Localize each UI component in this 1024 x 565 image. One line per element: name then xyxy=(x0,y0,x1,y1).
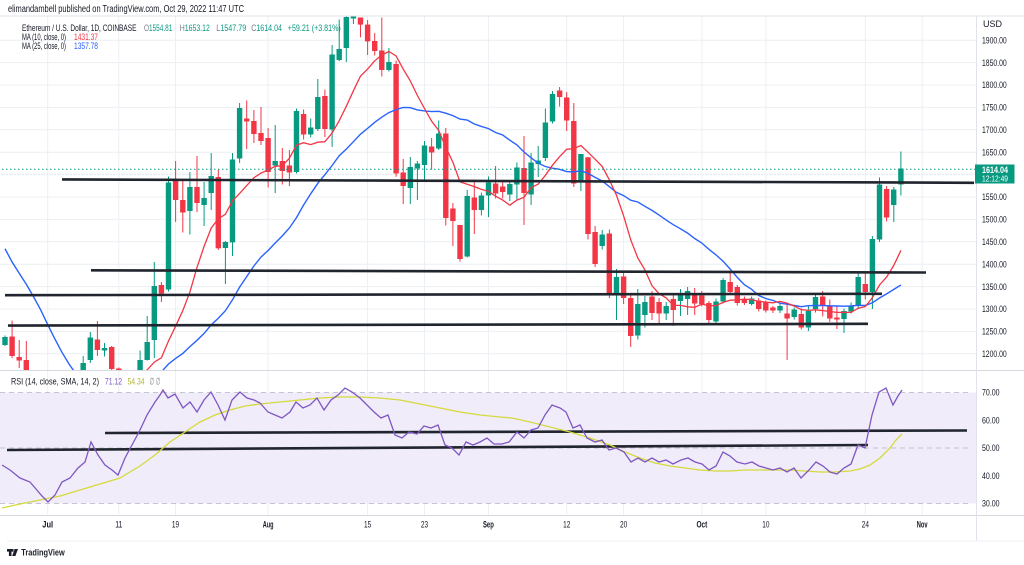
svg-text:Oct: Oct xyxy=(697,520,708,531)
svg-text:USD: USD xyxy=(983,19,1002,30)
svg-text:10: 10 xyxy=(762,520,769,531)
svg-text:1300.00: 1300.00 xyxy=(982,304,1007,315)
svg-text:MA (25, close, 0): MA (25, close, 0) xyxy=(22,41,66,52)
svg-text:1200.00: 1200.00 xyxy=(982,349,1007,360)
svg-text:O1554.81: O1554.81 xyxy=(144,23,172,34)
svg-text:15: 15 xyxy=(364,520,371,531)
svg-text:1550.00: 1550.00 xyxy=(982,192,1007,203)
svg-text:1850.00: 1850.00 xyxy=(982,58,1007,69)
svg-text:12: 12 xyxy=(563,520,570,531)
svg-text:Ethereum / U.S. Dollar, 1D, CO: Ethereum / U.S. Dollar, 1D, COINBASE xyxy=(22,23,137,34)
svg-text:MA (10, close, 0): MA (10, close, 0) xyxy=(22,32,66,43)
svg-text:19: 19 xyxy=(172,520,179,531)
svg-text:1450.00: 1450.00 xyxy=(982,237,1007,248)
svg-text:1400.00: 1400.00 xyxy=(982,259,1007,270)
svg-text:70.00: 70.00 xyxy=(982,388,1000,399)
svg-text:40.00: 40.00 xyxy=(982,471,1000,482)
svg-text:1500.00: 1500.00 xyxy=(982,215,1007,226)
svg-text:1431.37: 1431.37 xyxy=(74,32,98,43)
svg-text:1614.04: 1614.04 xyxy=(982,165,1009,176)
svg-text:30.00: 30.00 xyxy=(982,499,1000,510)
svg-text:+59.21 (+3.81%): +59.21 (+3.81%) xyxy=(288,23,341,34)
svg-text:1650.00: 1650.00 xyxy=(982,147,1007,158)
svg-text:Sep: Sep xyxy=(483,520,494,531)
svg-text:Aug: Aug xyxy=(263,520,274,531)
svg-text:∅ ∅: ∅ ∅ xyxy=(150,377,161,388)
svg-text:60.00: 60.00 xyxy=(982,415,1000,426)
svg-text:20: 20 xyxy=(620,520,627,531)
svg-text:71.12: 71.12 xyxy=(105,377,122,388)
svg-text:H1653.12: H1653.12 xyxy=(180,23,210,34)
svg-text:24: 24 xyxy=(862,520,869,531)
svg-text:L1547.79: L1547.79 xyxy=(216,23,246,34)
svg-text:Nov: Nov xyxy=(917,520,928,531)
svg-text:12:12:49: 12:12:49 xyxy=(982,174,1008,184)
svg-text:1250.00: 1250.00 xyxy=(982,327,1007,338)
svg-text:Jul: Jul xyxy=(42,520,53,531)
svg-text:1357.78: 1357.78 xyxy=(74,41,98,52)
svg-text:C1614.04: C1614.04 xyxy=(251,23,282,34)
svg-text:1800.00: 1800.00 xyxy=(982,80,1007,91)
svg-text:54.34: 54.34 xyxy=(128,377,145,388)
svg-text:50.00: 50.00 xyxy=(982,443,1000,454)
svg-text:TradingView: TradingView xyxy=(21,548,65,559)
svg-text:23: 23 xyxy=(421,520,428,531)
svg-text:1350.00: 1350.00 xyxy=(982,282,1007,293)
svg-text:11: 11 xyxy=(115,520,122,531)
svg-text:1750.00: 1750.00 xyxy=(982,103,1007,114)
svg-text:1900.00: 1900.00 xyxy=(982,35,1007,46)
svg-text:RSI (14, close, SMA, 14, 2): RSI (14, close, SMA, 14, 2) xyxy=(11,377,99,388)
svg-text:elimandambell published on Tra: elimandambell published on TradingView.c… xyxy=(8,4,244,15)
svg-text:1700.00: 1700.00 xyxy=(982,125,1007,136)
